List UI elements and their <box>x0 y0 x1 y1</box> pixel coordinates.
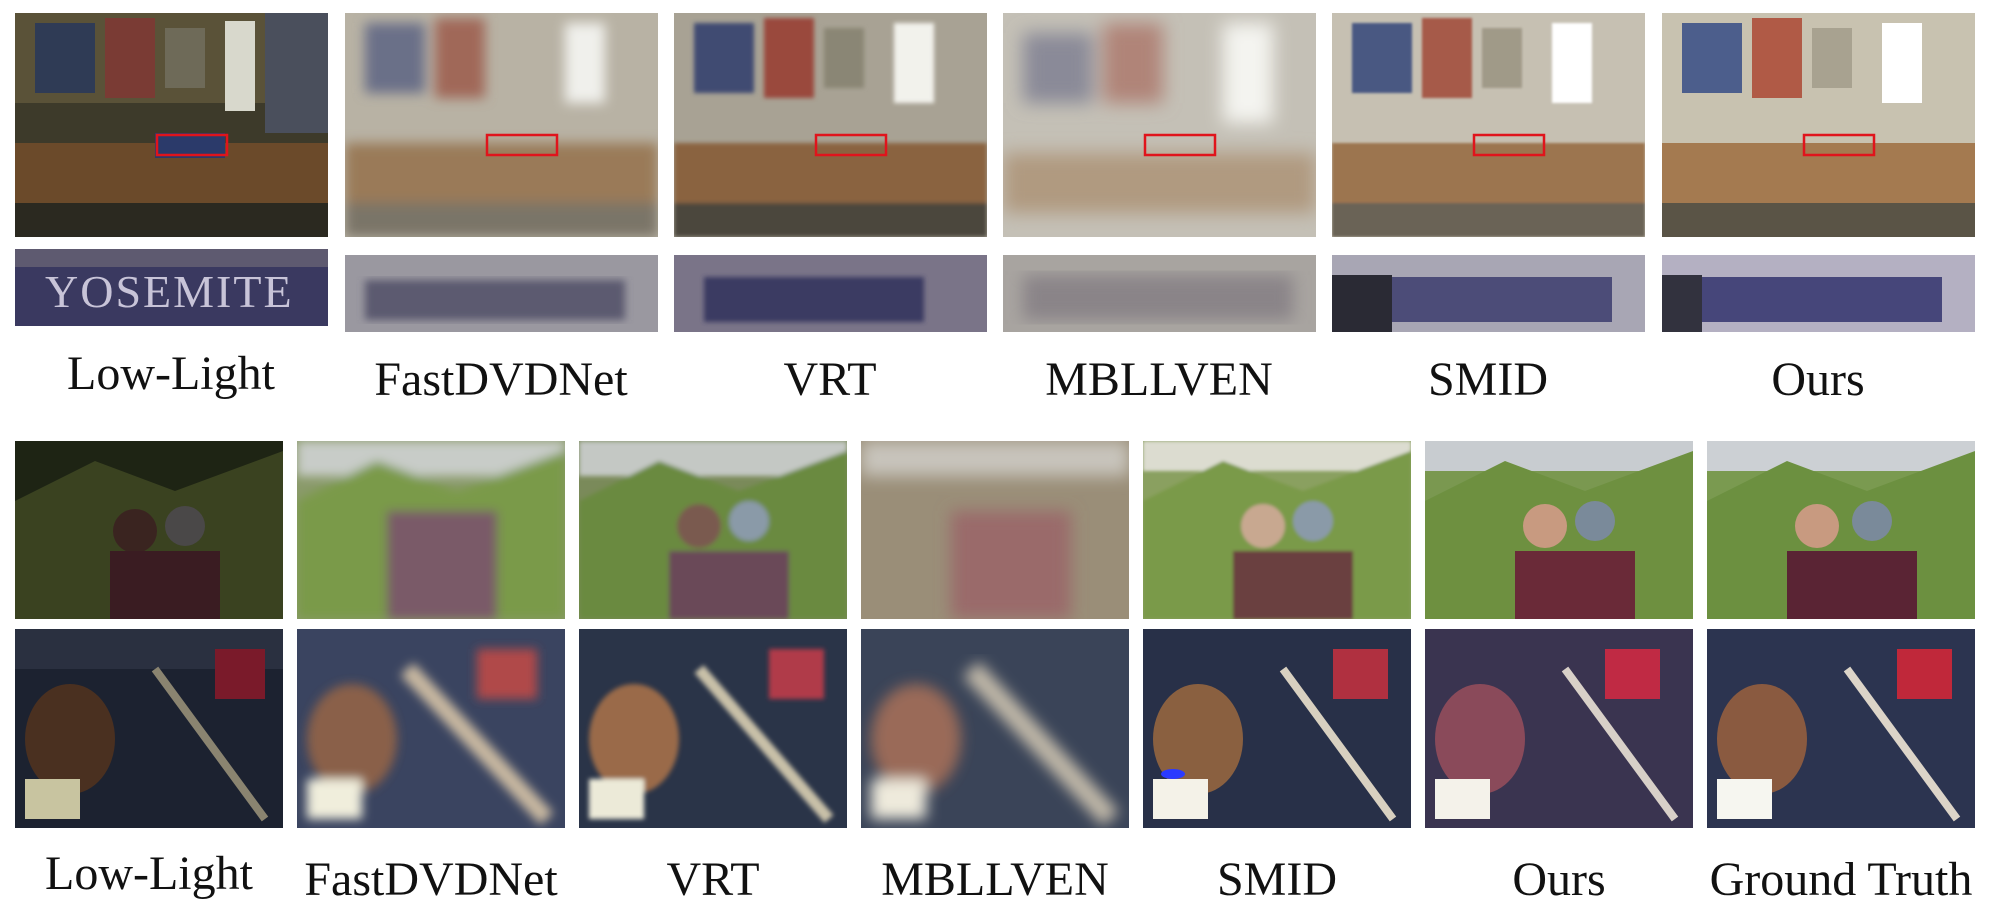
shop-crop-smid <box>1332 255 1645 332</box>
label-fastdvdnet-top: FastDVDNet <box>374 353 628 406</box>
label-ours-top: Ours <box>1771 353 1865 406</box>
windmill-smid <box>1143 629 1411 828</box>
windmill-ours <box>1425 629 1693 828</box>
paraglider-mbllven <box>861 441 1129 619</box>
label-ground-truth-bottom: Ground Truth <box>1709 853 1973 906</box>
shop-scene-low-light <box>15 13 328 237</box>
shop-scene-ours <box>1662 13 1975 237</box>
label-ours-bottom: Ours <box>1512 853 1606 906</box>
windmill-low-light <box>15 629 283 828</box>
paraglider-low-light <box>15 441 283 619</box>
shop-crop-fastdvdnet <box>345 255 658 332</box>
crop-text: YOSEMITE <box>45 266 294 317</box>
shop-crop-mbllven <box>1003 255 1316 332</box>
paraglider-vrt <box>579 441 847 619</box>
label-smid-top: SMID <box>1427 353 1549 406</box>
shop-crop-low-light: YOSEMITE <box>15 249 328 326</box>
shop-crop-ours <box>1662 255 1975 332</box>
shop-scene-fastdvdnet <box>345 13 658 237</box>
label-fastdvdnet-bottom: FastDVDNet <box>304 853 558 906</box>
shop-scene-vrt <box>674 13 987 237</box>
paraglider-smid <box>1143 441 1411 619</box>
windmill-fastdvdnet <box>297 629 565 828</box>
windmill-mbllven <box>861 629 1129 828</box>
label-mbllven-top: MBLLVEN <box>1045 353 1273 406</box>
shop-crop-vrt <box>674 255 987 332</box>
label-low-light-top: Low-Light <box>67 347 275 400</box>
shop-scene-smid <box>1332 13 1645 237</box>
paraglider-ground-truth <box>1707 441 1975 619</box>
paraglider-fastdvdnet <box>297 441 565 619</box>
label-low-light-bottom: Low-Light <box>45 847 253 900</box>
windmill-ground-truth <box>1707 629 1975 828</box>
label-vrt-top: VRT <box>783 353 877 406</box>
label-mbllven-bottom: MBLLVEN <box>881 853 1109 906</box>
label-vrt-bottom: VRT <box>666 853 760 906</box>
paraglider-ours <box>1425 441 1693 619</box>
windmill-vrt <box>579 629 847 828</box>
label-smid-bottom: SMID <box>1216 853 1338 906</box>
shop-scene-mbllven <box>1003 13 1316 237</box>
